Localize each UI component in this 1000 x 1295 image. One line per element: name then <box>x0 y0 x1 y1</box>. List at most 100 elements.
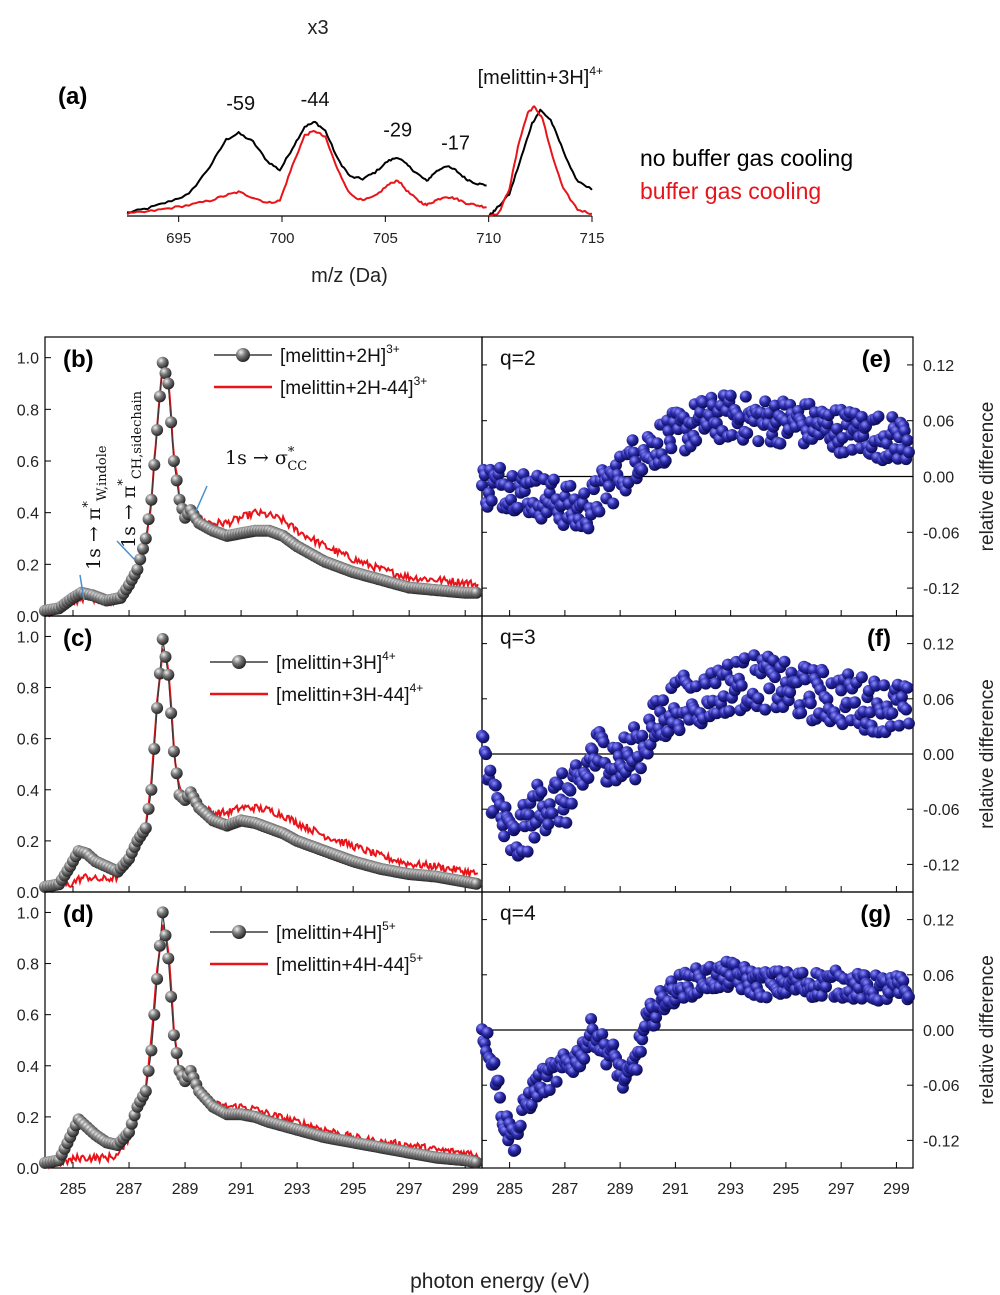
diff-point <box>564 784 577 797</box>
diff-point <box>902 446 915 459</box>
diff-point <box>673 724 686 737</box>
diff-point <box>774 437 787 450</box>
peak-label: -17 <box>441 132 470 154</box>
diff-point <box>607 1038 620 1051</box>
plot-frame-c <box>44 615 483 893</box>
x-tick-label: 285 <box>496 1181 523 1198</box>
scale-factor-label: x3 <box>307 17 328 39</box>
series-point-grey <box>170 767 183 780</box>
diff-point <box>488 1056 501 1069</box>
y-tick-label: 1.0 <box>17 351 39 368</box>
diff-point <box>690 434 703 447</box>
y-tick-label: 0.8 <box>17 957 39 974</box>
panel-label-a: (a) <box>58 83 87 110</box>
panel-label-d: (d) <box>63 901 94 928</box>
diff-point <box>799 673 812 686</box>
x-tick-label: 289 <box>172 1181 199 1198</box>
y-tick-label: 0.2 <box>17 834 39 851</box>
y-tick-label-right: 0.12 <box>923 637 954 654</box>
x-tick-label: 291 <box>662 1181 689 1198</box>
panel-label-b: (b) <box>63 346 94 373</box>
y-tick-label: 0.4 <box>17 506 39 523</box>
legend-label: [melittin+3H-44]4+ <box>276 681 423 706</box>
x-tick-label-a: 715 <box>579 230 604 247</box>
peak-label: -44 <box>301 89 330 111</box>
x-tick-label: 287 <box>116 1181 143 1198</box>
diff-point <box>499 801 512 814</box>
y-tick-label-right: -0.06 <box>923 1078 960 1095</box>
diff-point <box>629 773 642 786</box>
diff-point <box>503 481 516 494</box>
diff-point <box>690 680 703 693</box>
y-tick-label: 0.0 <box>17 1161 39 1178</box>
diff-point <box>735 679 748 692</box>
x-tick-label-a: 705 <box>373 230 398 247</box>
series-point-grey <box>470 877 483 890</box>
diff-point <box>509 822 522 835</box>
series-point-grey <box>156 633 169 645</box>
diff-point <box>603 480 616 493</box>
x-tick-label: 285 <box>60 1181 87 1198</box>
diff-point <box>657 694 669 707</box>
diff-point <box>636 464 649 477</box>
y-tick-label: 0.6 <box>17 1008 39 1025</box>
diff-point <box>607 497 620 510</box>
diff-point <box>550 1075 563 1088</box>
legend-label: [melittin+2H-44]3+ <box>280 374 427 399</box>
diff-point <box>723 705 736 718</box>
diff-point <box>795 706 808 719</box>
series-point-grey <box>162 377 175 390</box>
diff-point <box>641 747 654 760</box>
y-tick-label: 0.0 <box>17 609 39 626</box>
diff-point <box>509 1144 522 1156</box>
diff-point <box>784 398 797 411</box>
legend-marker <box>236 348 250 362</box>
annotation-pointer <box>116 540 136 561</box>
y-tick-label-right: -0.12 <box>923 857 960 874</box>
diff-point <box>821 693 834 706</box>
diff-point <box>796 966 809 979</box>
series-point-grey <box>145 783 158 796</box>
series-point-grey <box>167 745 180 758</box>
legend-label: [melittin+4H]5+ <box>276 919 396 944</box>
diff-point <box>741 427 754 440</box>
diff-point <box>600 1058 613 1071</box>
series-line-cooling <box>126 130 487 216</box>
diff-point <box>514 1119 527 1132</box>
diff-point <box>849 696 861 709</box>
diff-point <box>636 1033 649 1046</box>
series-point-grey <box>137 542 149 555</box>
series-point-grey <box>162 668 175 681</box>
diff-point <box>886 707 899 720</box>
diff-point <box>768 671 781 684</box>
x-tick-label: 291 <box>228 1181 255 1198</box>
diff-point <box>804 697 817 710</box>
diff-point <box>523 808 535 821</box>
diff-point <box>506 470 519 482</box>
diff-point <box>784 686 797 699</box>
y-tick-label-right: -0.12 <box>923 581 960 598</box>
chart-c: 0.0 0.2 0.4 0.6 0.8 1.0 -0.12 -0.06 0.00 0.06 0.12… <box>17 615 998 902</box>
diff-point <box>476 479 488 492</box>
legend-marker <box>232 925 246 939</box>
diff-point <box>893 719 906 732</box>
panel-label-c: (c) <box>63 625 92 652</box>
diff-point <box>636 729 649 742</box>
diff-point <box>634 1045 647 1058</box>
diff-point <box>726 429 738 441</box>
diff-point <box>481 1026 494 1039</box>
diff-point <box>855 671 868 684</box>
y-tick-label-right: 0.06 <box>923 414 954 431</box>
series-point-grey <box>170 1047 183 1059</box>
series-point-grey <box>131 563 144 576</box>
diff-point <box>651 437 664 450</box>
series-point-grey <box>151 972 164 985</box>
y-tick-label-right: 0.00 <box>923 470 954 487</box>
annotation-sidechain: 1s → π*CH,sidechain <box>116 390 145 548</box>
x-tick-label: 293 <box>284 1181 311 1198</box>
series-point-grey <box>159 367 172 380</box>
diff-point <box>543 1084 556 1096</box>
diff-point <box>552 778 564 791</box>
diff-point <box>543 798 556 811</box>
diff-point <box>498 830 511 843</box>
